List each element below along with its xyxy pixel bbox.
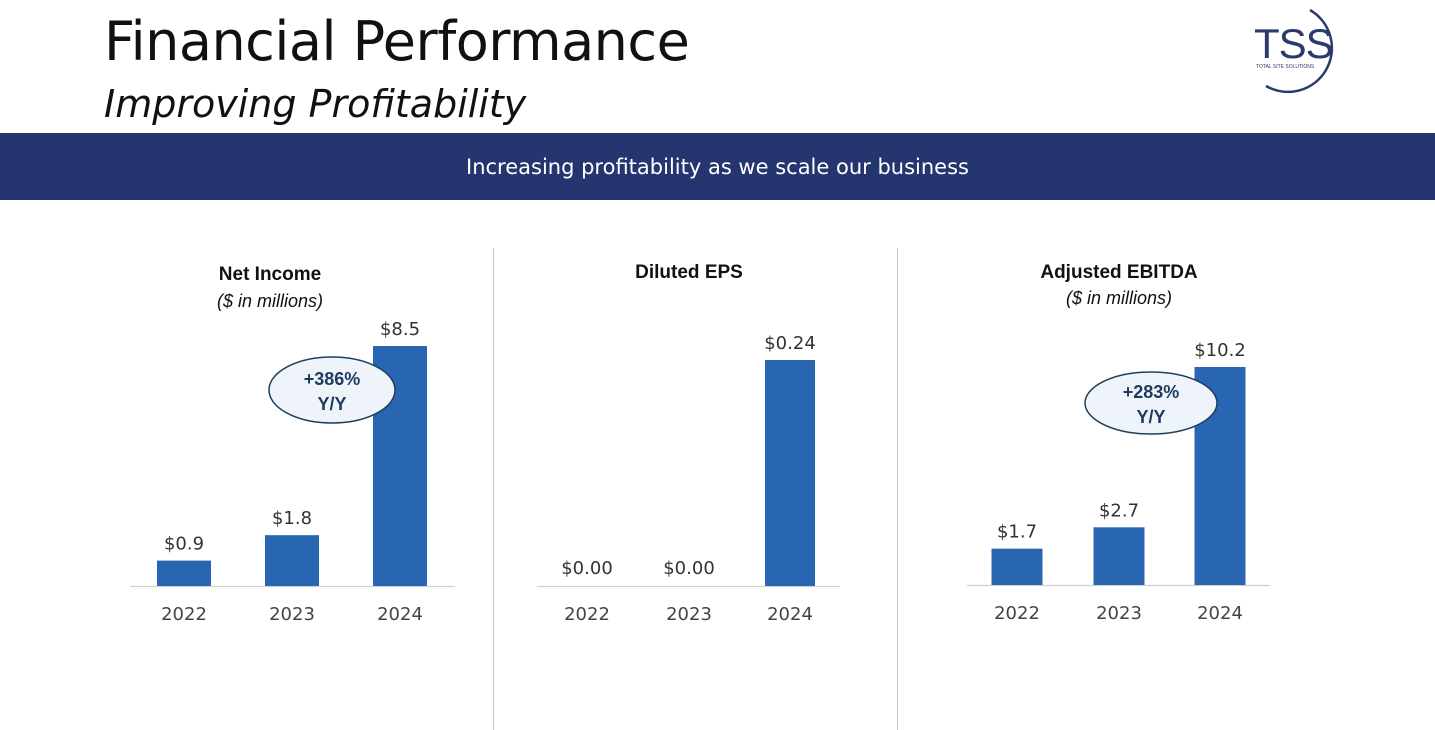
diluted-eps-value-label-2023: $0.00: [663, 558, 715, 579]
chart-net-income: Net Income ($ in millions) $0.9 2022 $1.8 202…: [130, 264, 455, 625]
adjusted-ebitda-subtitle: ($ in millions): [1066, 288, 1172, 308]
diluted-eps-tick-2022: 2022: [564, 604, 610, 625]
banner-text: Increasing profitability as we scale our…: [466, 154, 969, 179]
diluted-eps-title: Diluted EPS: [635, 262, 743, 283]
adjusted-ebitda-value-label-2024: $10.2: [1194, 340, 1246, 361]
net-income-tick-2024: 2024: [377, 604, 423, 625]
page-subtitle: Improving Profitability: [104, 82, 527, 126]
adjusted-ebitda-growth-callout: [1084, 371, 1218, 435]
net-income-value-label-2023: $1.8: [272, 508, 312, 529]
net-income-title: Net Income: [219, 264, 321, 285]
adjusted-ebitda-bar-2022: [991, 548, 1043, 585]
adjusted-ebitda-tick-2024: 2024: [1197, 603, 1243, 624]
net-income-growth-callout: [268, 356, 396, 424]
adjusted-ebitda-growth-percent: +283%: [1123, 382, 1180, 402]
diluted-eps-value-label-2024: $0.24: [764, 333, 816, 354]
divider-right: [897, 248, 898, 730]
net-income-tick-2022: 2022: [161, 604, 207, 625]
adjusted-ebitda-title: Adjusted EBITDA: [1040, 262, 1198, 283]
adjusted-ebitda-growth-period: Y/Y: [1136, 407, 1165, 427]
diluted-eps-tick-2024: 2024: [767, 604, 813, 625]
net-income-growth-period: Y/Y: [317, 394, 346, 414]
logo-tagline: TOTAL SITE SOLUTIONS: [1256, 64, 1315, 70]
divider-left: [493, 248, 494, 730]
page-title: Financial Performance: [104, 10, 690, 73]
diluted-eps-bar-2024: [765, 360, 815, 586]
net-income-bar-2022: [157, 560, 211, 586]
tss-logo: TSS TOTAL SITE SOLUTIONS: [1254, 8, 1334, 94]
net-income-bar-2023: [265, 535, 319, 586]
adjusted-ebitda-tick-2022: 2022: [994, 603, 1040, 624]
adjusted-ebitda-tick-2023: 2023: [1096, 603, 1142, 624]
logo-text: TSS: [1254, 20, 1333, 67]
chart-diluted-eps: Diluted EPS $0.00 2022 $0.00 2023 $0.24 2024: [537, 262, 840, 625]
banner: Increasing profitability as we scale our…: [0, 133, 1435, 200]
adjusted-ebitda-value-label-2023: $2.7: [1099, 500, 1139, 521]
net-income-tick-2023: 2023: [269, 604, 315, 625]
diluted-eps-value-label-2022: $0.00: [561, 558, 613, 579]
net-income-subtitle: ($ in millions): [217, 291, 323, 311]
adjusted-ebitda-bar-2023: [1093, 527, 1145, 585]
net-income-value-label-2022: $0.9: [164, 534, 204, 555]
adjusted-ebitda-value-label-2022: $1.7: [997, 522, 1037, 543]
diluted-eps-tick-2023: 2023: [666, 604, 712, 625]
chart-adjusted-ebitda: Adjusted EBITDA ($ in millions) $1.7 2022 $2…: [967, 262, 1270, 624]
net-income-value-label-2024: $8.5: [380, 319, 420, 340]
net-income-growth-percent: +386%: [304, 369, 361, 389]
